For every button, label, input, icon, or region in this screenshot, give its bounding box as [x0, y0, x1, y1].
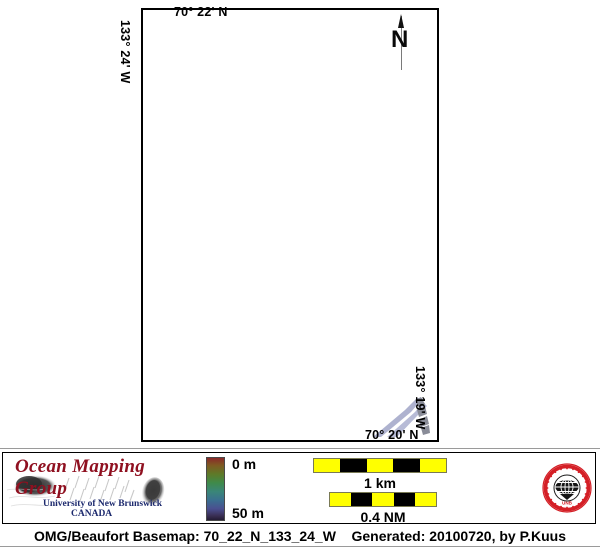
- depth-colour-ramp-group: 0 m 50 m: [206, 456, 304, 522]
- graticule-label-right: 133° 19' W: [413, 366, 427, 430]
- north-arrow-shaft: [401, 16, 402, 70]
- graticule-label-top: 70° 22' N: [174, 5, 228, 19]
- scalebar-km-bar: [313, 458, 447, 473]
- scalebar-nm: 0.4 NM: [329, 492, 437, 525]
- scalebar-segment: [419, 459, 447, 472]
- scalebar-segment: [393, 493, 415, 506]
- unb-seal-bottom-text: UNB: [562, 501, 573, 506]
- scalebar-nm-bar: [329, 492, 437, 507]
- map-frame[interactable]: [141, 8, 439, 442]
- scalebars-group: 1 km 0.4 NM: [313, 456, 513, 525]
- scalebar-segment: [393, 459, 420, 472]
- scalebar-nm-label: 0.4 NM: [360, 509, 406, 525]
- omg-logo: Ocean Mapping Group University of New Br…: [5, 454, 195, 522]
- legend-panel: Ocean Mapping Group University of New Br…: [2, 452, 596, 525]
- scalebar-segment: [314, 459, 341, 472]
- omg-logo-title: Ocean Mapping Group: [15, 456, 146, 499]
- omg-logo-artwork: [6, 475, 165, 507]
- scalebar-segment: [340, 459, 367, 472]
- graticule-label-bottom: 70° 20' N: [365, 428, 419, 442]
- scalebar-segment: [330, 493, 352, 506]
- unb-seal-icon: UNB: [541, 462, 593, 514]
- scalebar-km-label: 1 km: [364, 475, 396, 491]
- scalebar-segment: [351, 493, 373, 506]
- scalebar-segment: [414, 493, 437, 506]
- scalebar-segment: [372, 493, 394, 506]
- scalebar-km: 1 km: [313, 458, 447, 491]
- legend-top-rule: [0, 448, 600, 449]
- north-arrow-label: N: [391, 26, 409, 53]
- graticule-label-left: 133° 24' W: [118, 20, 132, 84]
- map-area: 70° 22' N 133° 24' W 70° 20' N 133° 19' …: [118, 5, 439, 442]
- omg-logo-subtitle-university: University of New Brunswick: [43, 499, 163, 509]
- north-arrow-head: [398, 14, 404, 28]
- depth-colour-ramp: [206, 457, 225, 521]
- depth-ramp-label-min: 0 m: [232, 456, 257, 472]
- depth-ramp-label-max: 50 m: [232, 505, 264, 521]
- scalebar-segment: [366, 459, 394, 472]
- north-arrow-icon: N: [390, 12, 414, 72]
- omg-logo-subtitle-country: CANADA: [71, 509, 113, 519]
- caption-text: OMG/Beaufort Basemap: 70_22_N_133_24_W G…: [34, 528, 566, 544]
- page-bottom-rule: [0, 546, 600, 547]
